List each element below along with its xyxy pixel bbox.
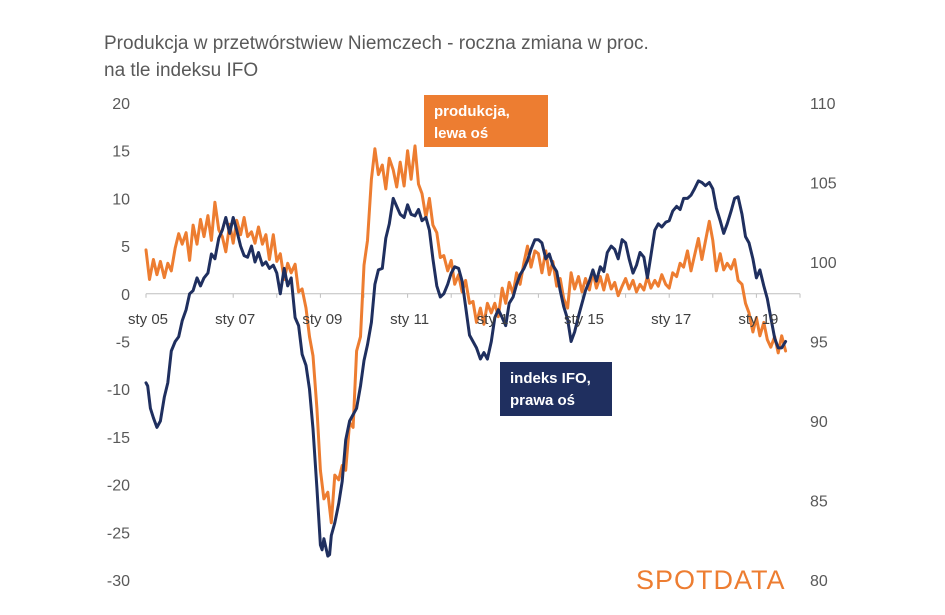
right-tick-label: 100 xyxy=(810,255,837,272)
chart-title-line-1: Produkcja w przetwórstwiew Niemczech - r… xyxy=(104,33,649,54)
left-tick-label: -10 xyxy=(107,382,130,399)
right-tick-label: 110 xyxy=(810,96,836,113)
left-tick-label: 20 xyxy=(112,96,130,113)
x-tick-label: sty 19 xyxy=(738,311,778,328)
production-callout: produkcja, lewa oś xyxy=(424,95,548,147)
x-tick-label: sty 15 xyxy=(564,311,604,328)
production-callout-line-1: produkcja, xyxy=(434,103,510,120)
right-tick-label: 90 xyxy=(810,414,828,431)
left-tick-label: -15 xyxy=(107,430,130,447)
x-tick-label: sty 13 xyxy=(477,311,517,328)
spotdata-logo: SPOTDATA xyxy=(636,565,786,595)
chart-title-line-2: na tle indeksu IFO xyxy=(104,60,259,81)
right-tick-label: 95 xyxy=(810,335,828,352)
right-axis-ticks: 110 105 100 95 90 85 80 xyxy=(810,96,837,590)
x-tick-label: sty 05 xyxy=(128,311,168,328)
left-tick-label: 0 xyxy=(121,287,130,304)
left-tick-label: -5 xyxy=(116,335,130,352)
x-axis-tick-marks xyxy=(145,293,801,298)
x-tick-label: sty 17 xyxy=(651,311,691,328)
left-axis-ticks: 20 15 10 5 0 -5 -10 -15 -20 -25 -30 xyxy=(107,96,130,590)
ifo-callout: indeks IFO, prawa oś xyxy=(500,362,612,416)
left-tick-label: -25 xyxy=(107,525,130,542)
x-tick-label: sty 07 xyxy=(215,311,255,328)
x-tick-label: sty 11 xyxy=(390,311,429,328)
chart-title: Produkcja w przetwórstwiew Niemczech - r… xyxy=(104,30,649,84)
production-callout-line-2: lewa oś xyxy=(434,125,489,142)
left-tick-label: 15 xyxy=(112,144,130,161)
left-tick-label: -30 xyxy=(107,573,130,590)
x-axis-tick-labels: sty 05 sty 07 sty 09 sty 11 sty 13 sty 15 sty … xyxy=(128,311,778,328)
production-line xyxy=(144,144,788,525)
right-tick-label: 105 xyxy=(810,176,837,193)
ifo-line xyxy=(144,179,788,558)
right-tick-label: 85 xyxy=(810,494,828,511)
ifo-callout-line-1: indeks IFO, xyxy=(510,370,591,387)
left-tick-label: 5 xyxy=(121,239,130,256)
x-tick-label: sty 09 xyxy=(302,311,342,328)
ifo-callout-line-2: prawa oś xyxy=(510,392,576,409)
right-tick-label: 80 xyxy=(810,573,828,590)
series-lines xyxy=(144,144,788,558)
left-tick-label: 10 xyxy=(112,191,130,208)
left-tick-label: -20 xyxy=(107,478,130,495)
